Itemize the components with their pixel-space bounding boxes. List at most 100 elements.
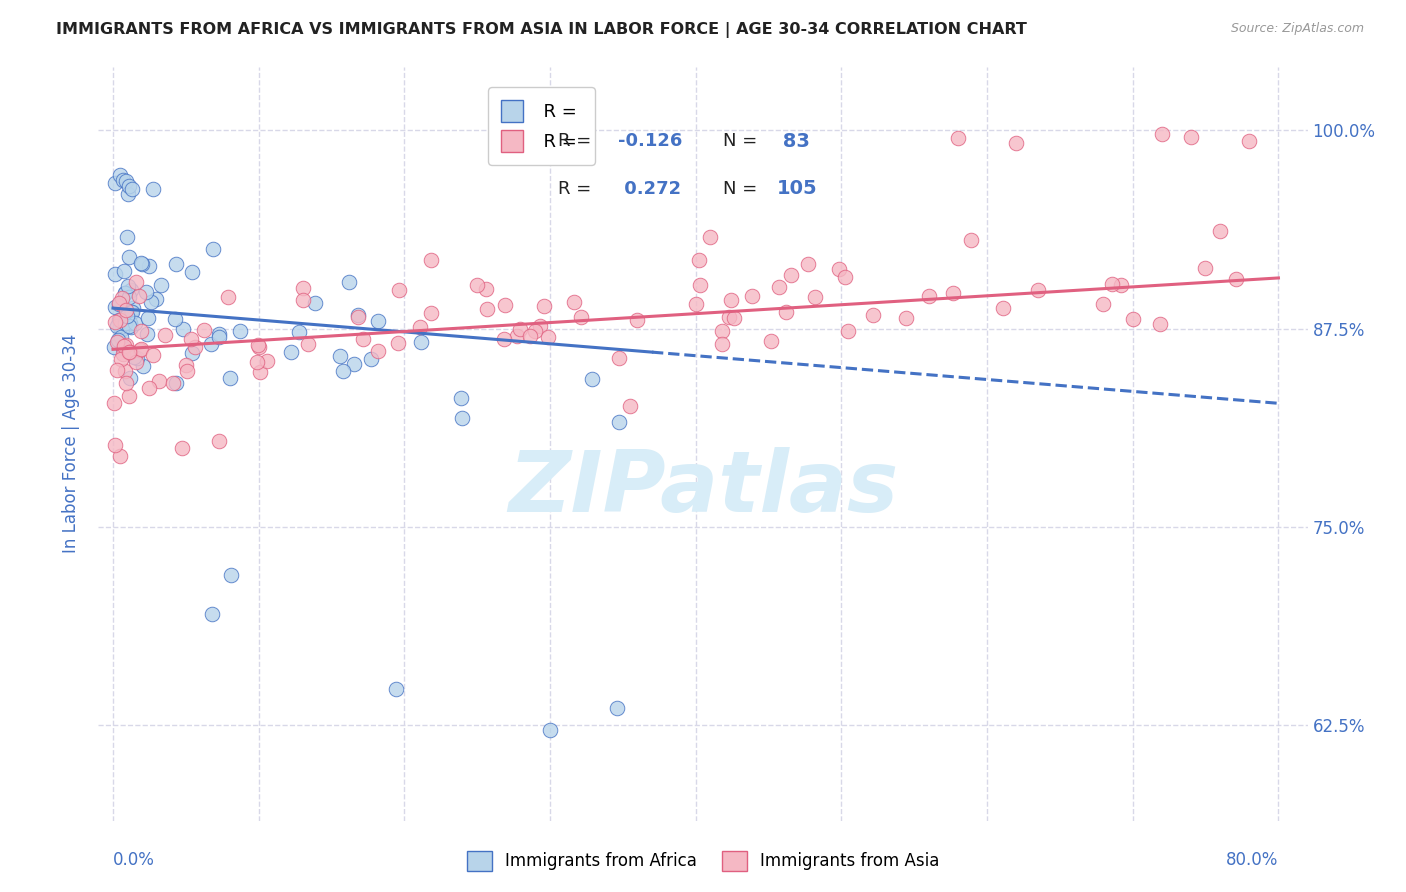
- Point: [292, 281, 315, 295]
- Point: [117, 230, 139, 244]
- Point: [105, 334, 128, 349]
- Point: [419, 252, 441, 267]
- Point: [256, 354, 278, 368]
- Point: [105, 318, 128, 333]
- Point: [174, 358, 197, 372]
- Point: [117, 278, 139, 293]
- Point: [247, 337, 270, 351]
- Point: [1225, 272, 1247, 286]
- Point: [834, 269, 856, 284]
- Point: [862, 308, 884, 322]
- Point: [108, 312, 131, 326]
- Point: [110, 313, 132, 327]
- Point: [562, 294, 585, 309]
- Point: [1101, 277, 1123, 291]
- Point: [118, 178, 141, 193]
- Text: 80.0%: 80.0%: [1226, 851, 1278, 869]
- Point: [118, 345, 141, 359]
- Point: [465, 277, 488, 292]
- Point: [775, 304, 797, 318]
- Point: [991, 301, 1014, 315]
- Point: [280, 345, 302, 359]
- Point: [120, 305, 142, 319]
- Point: [107, 296, 129, 310]
- Point: [385, 681, 408, 696]
- Point: [142, 348, 165, 362]
- Point: [129, 342, 152, 356]
- Point: [607, 415, 630, 429]
- Point: [803, 290, 825, 304]
- Text: 0.272: 0.272: [617, 179, 681, 198]
- Point: [149, 277, 172, 292]
- Point: [165, 311, 187, 326]
- Point: [107, 333, 129, 347]
- Point: [115, 376, 138, 391]
- Point: [347, 308, 370, 322]
- Point: [387, 336, 409, 351]
- Point: [1149, 317, 1171, 331]
- Point: [475, 282, 498, 296]
- Point: [537, 330, 560, 344]
- Point: [569, 310, 592, 324]
- Point: [208, 434, 231, 448]
- Point: [1194, 260, 1216, 275]
- Point: [129, 325, 152, 339]
- Point: [145, 292, 167, 306]
- Point: [245, 354, 267, 368]
- Point: [138, 381, 160, 395]
- Point: [946, 131, 969, 145]
- Point: [120, 319, 142, 334]
- Point: [1239, 135, 1261, 149]
- Point: [112, 339, 135, 353]
- Point: [148, 374, 170, 388]
- Point: [219, 371, 242, 385]
- Point: [138, 310, 160, 325]
- Point: [1005, 136, 1028, 150]
- Point: [360, 351, 382, 366]
- Point: [685, 297, 707, 311]
- Point: [112, 172, 135, 186]
- Point: [141, 294, 163, 309]
- Point: [208, 326, 231, 341]
- Point: [118, 290, 141, 304]
- Point: [121, 305, 143, 319]
- Point: [720, 293, 742, 308]
- Point: [108, 449, 131, 463]
- Point: [110, 291, 132, 305]
- Point: [112, 347, 135, 361]
- Point: [180, 332, 202, 346]
- Point: [347, 310, 370, 325]
- Point: [519, 329, 541, 343]
- Text: R =: R =: [558, 179, 598, 198]
- Point: [104, 315, 127, 329]
- Point: [710, 337, 733, 351]
- Point: [115, 310, 138, 324]
- Point: [193, 323, 215, 337]
- Y-axis label: In Labor Force | Age 30-34: In Labor Force | Age 30-34: [62, 334, 80, 553]
- Point: [367, 344, 389, 359]
- Point: [165, 257, 187, 271]
- Point: [367, 314, 389, 328]
- Point: [626, 312, 648, 326]
- Point: [699, 230, 721, 244]
- Point: [408, 319, 430, 334]
- Point: [115, 337, 138, 351]
- Point: [304, 296, 326, 310]
- Point: [104, 268, 127, 282]
- Point: [118, 317, 141, 331]
- Point: [181, 265, 204, 279]
- Point: [529, 318, 551, 333]
- Point: [111, 322, 134, 336]
- Point: [125, 276, 148, 290]
- Point: [124, 316, 146, 330]
- Point: [104, 300, 127, 314]
- Point: [104, 176, 127, 190]
- Point: [108, 313, 131, 327]
- Point: [153, 328, 176, 343]
- Point: [768, 280, 790, 294]
- Point: [523, 325, 546, 339]
- Point: [411, 334, 433, 349]
- Point: [176, 364, 198, 378]
- Point: [110, 351, 132, 366]
- Text: N =: N =: [723, 133, 763, 151]
